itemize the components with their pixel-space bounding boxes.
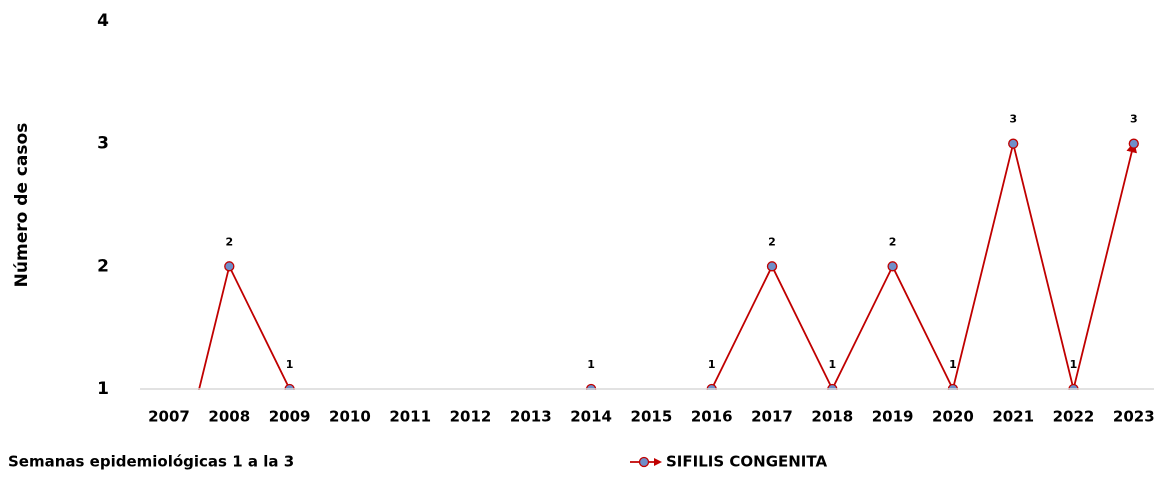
data-label: 2 (768, 235, 776, 248)
data-point (1128, 138, 1139, 149)
x-tick-label: 2022 (1053, 408, 1095, 426)
legend-marker (638, 456, 650, 468)
data-label: 1 (1070, 358, 1078, 371)
data-point (887, 261, 898, 272)
legend-arrow (654, 458, 662, 466)
x-tick-label: 2017 (751, 408, 793, 426)
data-point (224, 261, 235, 272)
x-tick-label: 2018 (811, 408, 853, 426)
data-point (766, 261, 778, 272)
footnote: Semanas epidemiológicas 1 a la 3 (8, 453, 294, 471)
x-tick-label: 2015 (631, 408, 673, 426)
x-tick-label: 2014 (570, 408, 612, 426)
data-label: 1 (286, 358, 294, 371)
x-tick-label: 2007 (148, 408, 190, 426)
data-label: 3 (1130, 113, 1138, 126)
y-tick-label: 1 (97, 379, 109, 399)
data-label: 2 (889, 235, 897, 248)
data-label: 1 (828, 358, 836, 371)
x-tick-label: 2009 (269, 408, 311, 426)
data-label: 0 (406, 481, 414, 494)
x-tick-label: 2012 (450, 408, 492, 426)
data-label: 1 (587, 358, 595, 371)
x-tick-label: 2021 (992, 408, 1034, 426)
data-label: 1 (949, 358, 957, 371)
series-line (197, 141, 1137, 390)
y-tick-label: 3 (97, 134, 109, 154)
data-label: 0 (346, 481, 354, 494)
y-axis-label: Número de casos (12, 123, 32, 288)
y-tick-label: 4 (97, 11, 109, 31)
x-tick-label: 2023 (1113, 408, 1154, 426)
data-label: 0 (648, 481, 656, 494)
y-tick-label: 2 (97, 256, 109, 276)
x-tick-label: 2010 (329, 408, 371, 426)
data-point (1008, 138, 1019, 149)
data-label: 0 (165, 481, 173, 494)
data-label: 0 (527, 481, 535, 494)
data-label: 0 (467, 481, 475, 494)
x-tick-label: 2016 (691, 408, 733, 426)
x-tick-label: 2013 (510, 408, 552, 426)
x-tick-label: 2011 (389, 408, 431, 426)
data-label: 3 (1009, 113, 1017, 126)
data-label: 2 (225, 235, 233, 248)
x-tick-label: 2019 (872, 408, 914, 426)
legend-label: SIFILIS CONGENITA (666, 453, 827, 471)
x-tick-label: 2020 (932, 408, 974, 426)
x-tick-label: 2008 (208, 408, 250, 426)
data-label: 1 (708, 358, 716, 371)
